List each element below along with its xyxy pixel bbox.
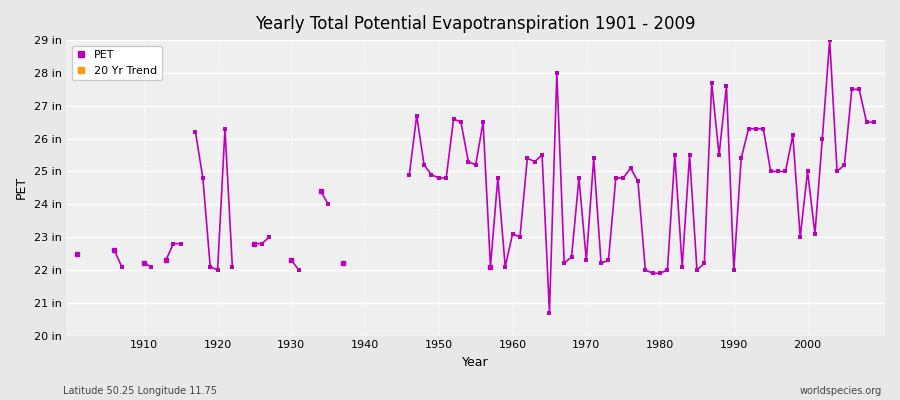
X-axis label: Year: Year — [463, 356, 489, 369]
Y-axis label: PET: PET — [15, 176, 28, 200]
Legend: PET, 20 Yr Trend: PET, 20 Yr Trend — [72, 46, 162, 80]
Text: Latitude 50.25 Longitude 11.75: Latitude 50.25 Longitude 11.75 — [63, 386, 217, 396]
Text: worldspecies.org: worldspecies.org — [800, 386, 882, 396]
Title: Yearly Total Potential Evapotranspiration 1901 - 2009: Yearly Total Potential Evapotranspiratio… — [256, 15, 696, 33]
